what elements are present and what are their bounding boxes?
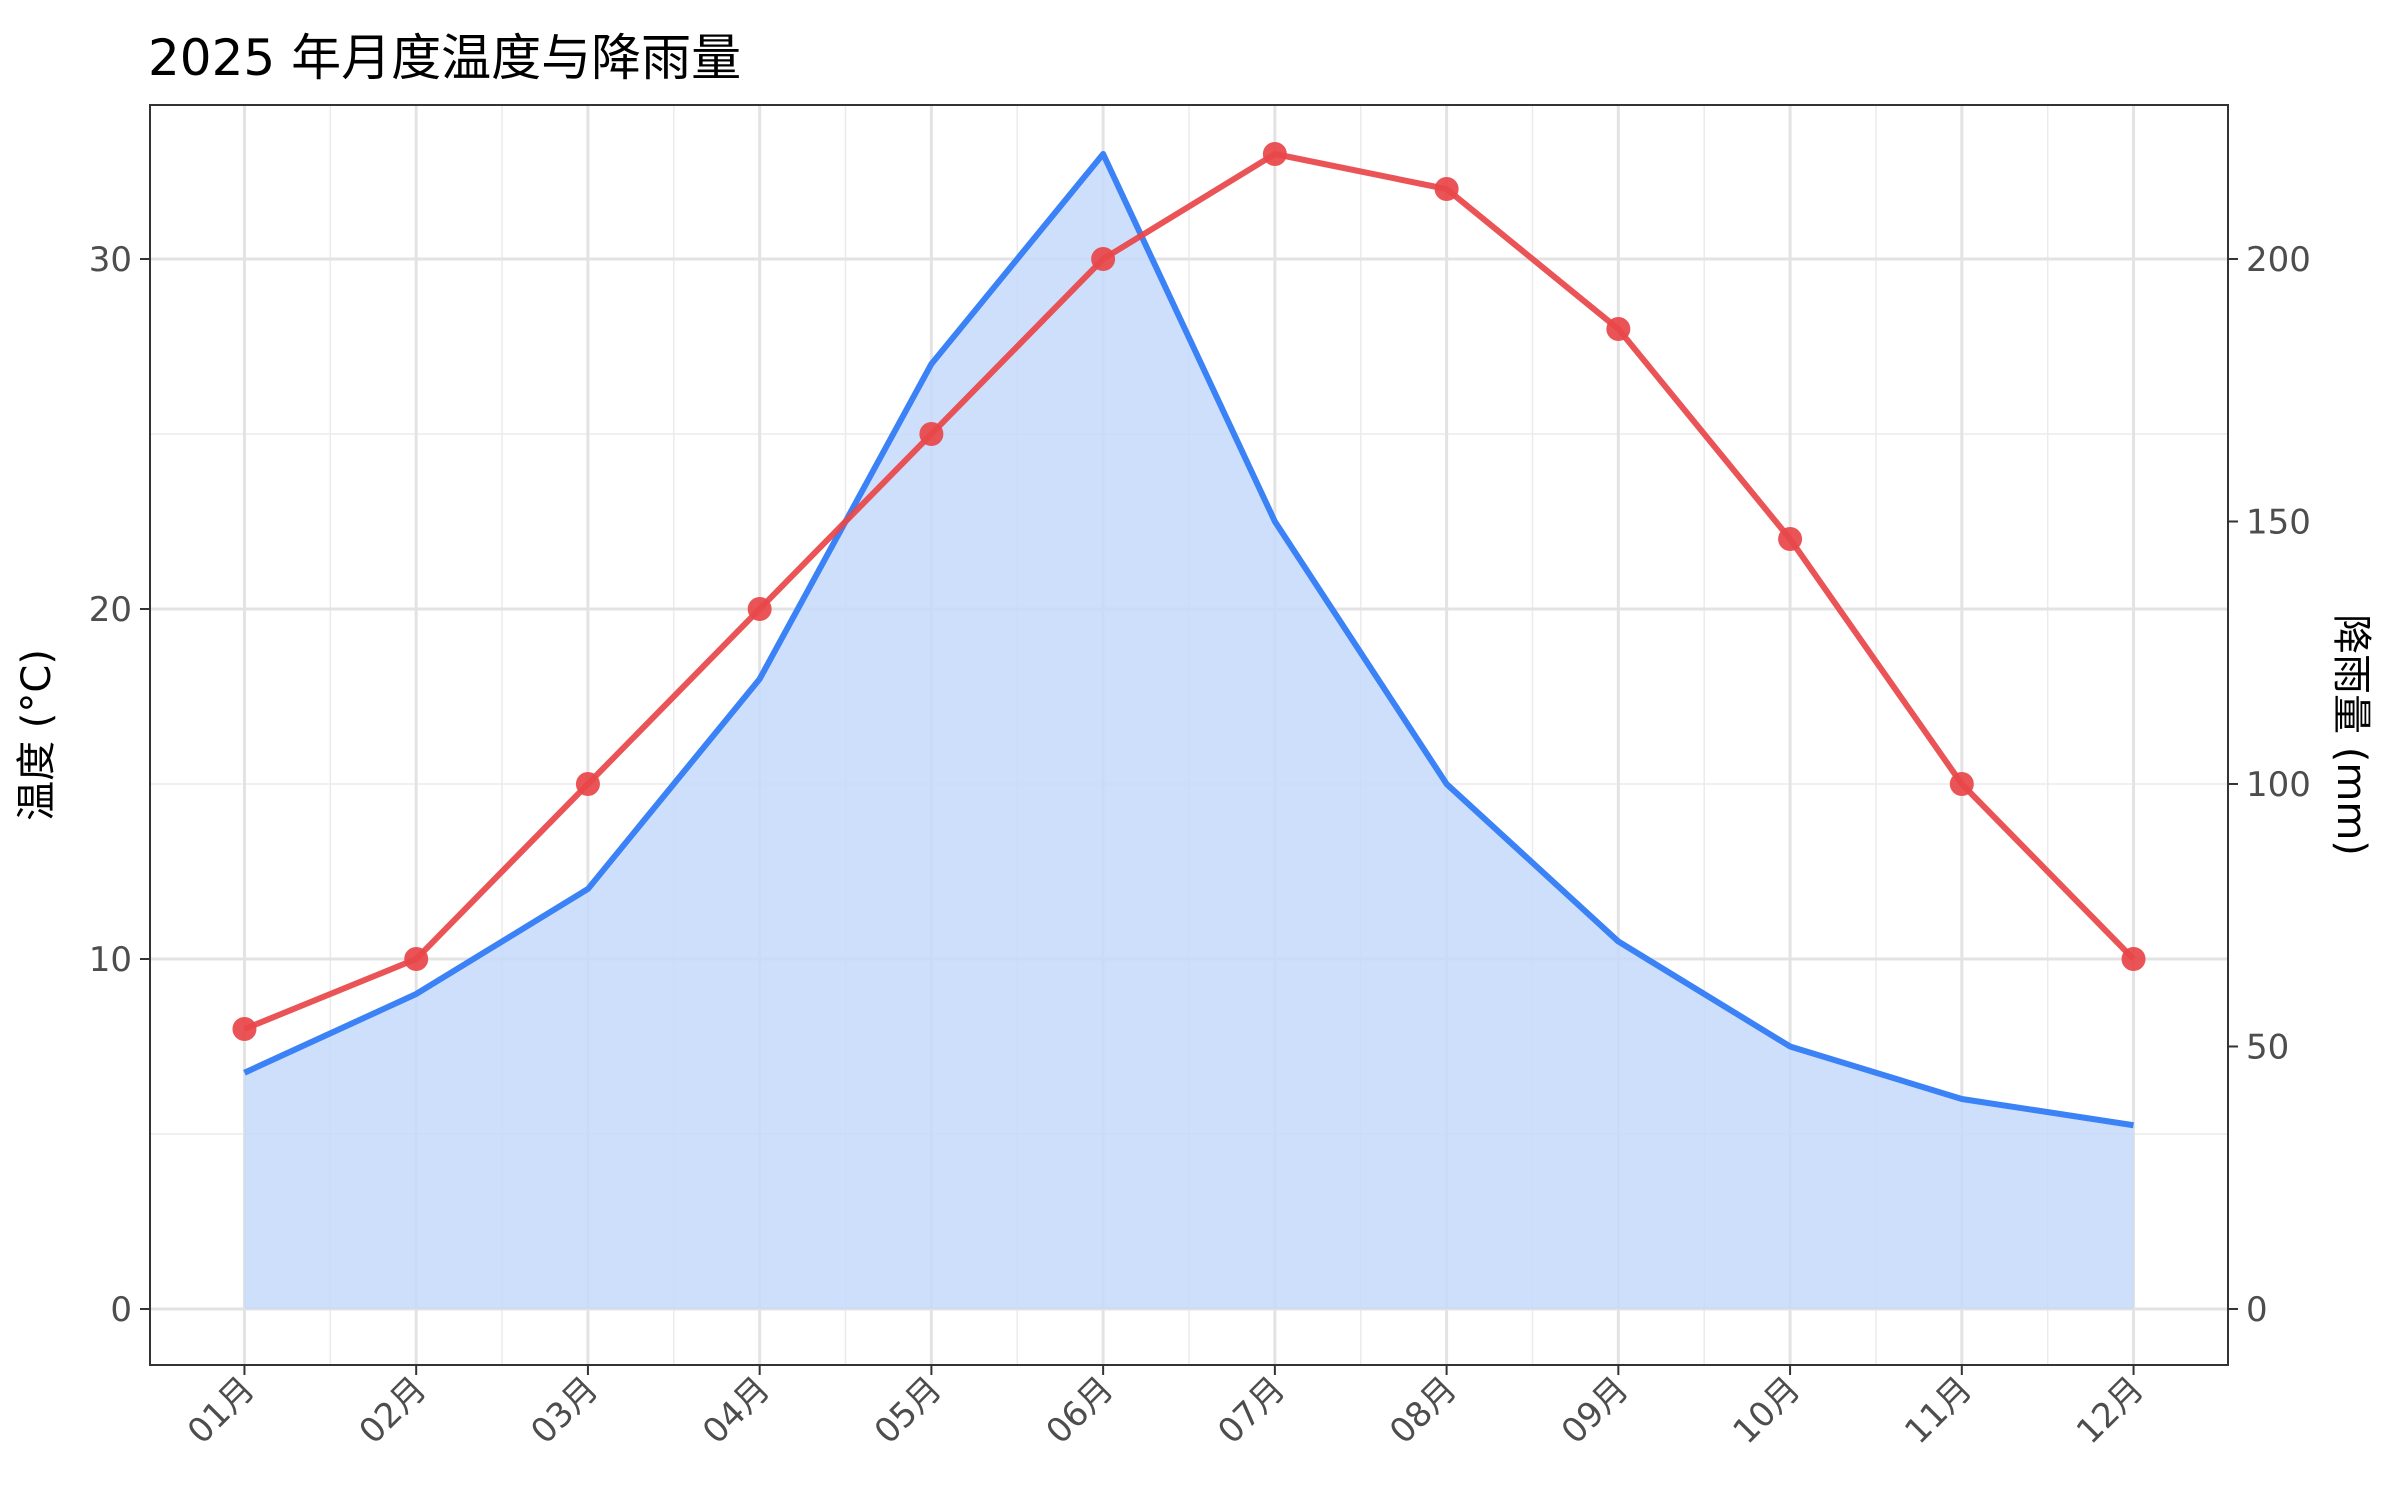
y-tick-label: 0 <box>110 1290 132 1330</box>
temperature-point <box>575 772 600 796</box>
temperature-point <box>1606 317 1631 341</box>
y2-tick-label: 0 <box>2246 1290 2268 1330</box>
x-tick-label: 07月 <box>1210 1369 1293 1452</box>
temperature-point <box>1434 177 1459 201</box>
panel-border <box>149 104 2229 1366</box>
y2-tick-label: 150 <box>2246 502 2311 542</box>
y2-tick-label: 100 <box>2246 765 2311 805</box>
y-axis-title: 温度 (°C) <box>14 649 60 821</box>
temperature-point <box>919 422 944 446</box>
temperature-point <box>747 597 772 621</box>
rainfall-area <box>244 153 2134 1309</box>
y2-tick-label: 200 <box>2246 240 2311 280</box>
y2-tick-label: 50 <box>2246 1027 2289 1067</box>
y-tick-label: 20 <box>89 590 132 630</box>
temperature-line <box>243 151 2136 1032</box>
x-tick-label: 05月 <box>867 1369 950 1452</box>
x-tick-label: 03月 <box>523 1369 606 1452</box>
temperature-point <box>1778 527 1803 551</box>
temperature-point <box>1262 142 1287 166</box>
x-tick-label: 12月 <box>2069 1369 2152 1452</box>
x-tick-label: 04月 <box>695 1369 778 1452</box>
x-tick-label: 06月 <box>1039 1369 1122 1452</box>
x-tick-label: 11月 <box>1897 1369 1980 1452</box>
temperature-point <box>1949 772 1974 796</box>
y2-axis-title: 降雨量 (mm) <box>2328 614 2374 856</box>
temperature-point <box>232 1017 257 1041</box>
temperature-point <box>404 947 429 971</box>
y-tick-label: 30 <box>89 240 132 280</box>
x-tick-label: 09月 <box>1554 1369 1637 1452</box>
y-tick-label: 10 <box>89 940 132 980</box>
x-tick-label: 01月 <box>180 1369 263 1452</box>
x-tick-label: 02月 <box>352 1369 435 1452</box>
x-tick-label: 08月 <box>1382 1369 1465 1452</box>
temperature-point <box>1091 247 1116 271</box>
rainfall-line <box>243 150 2135 1129</box>
temperature-point <box>2121 947 2146 971</box>
chart-title: 2025 年月度温度与降雨量 <box>148 29 742 87</box>
x-tick-label: 10月 <box>1726 1369 1809 1452</box>
